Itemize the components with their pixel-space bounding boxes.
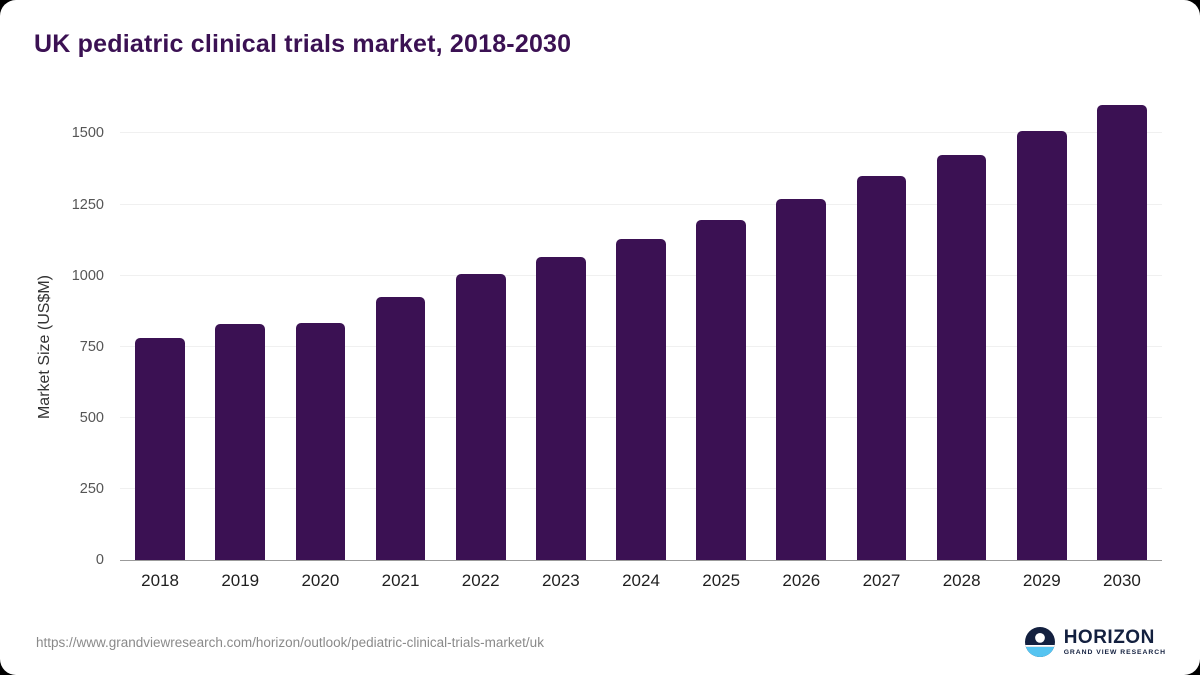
bar-2028: [936, 154, 987, 560]
x-tick-label: 2030: [1103, 571, 1141, 590]
x-tick-label: 2021: [381, 571, 420, 590]
bar-2020: [295, 323, 346, 560]
x-tick-label: 2019: [221, 571, 260, 590]
bar-2019: [215, 323, 266, 560]
gridline: [120, 132, 1162, 134]
y-tick-label: 500: [79, 409, 104, 426]
footer: https://www.grandviewresearch.com/horizo…: [36, 627, 1166, 657]
x-tick-label: 2020: [301, 571, 340, 590]
bar-column-2018: [120, 105, 200, 560]
gridline: [120, 203, 1162, 205]
chart-title: UK pediatric clinical trials market, 201…: [34, 30, 572, 58]
y-tick-label: 0: [95, 552, 104, 568]
bar-2021: [375, 296, 426, 560]
bar-column-2024: [601, 105, 681, 560]
y-tick-label: 1000: [71, 267, 104, 284]
bar-column-2030: [1082, 105, 1162, 560]
bar-column-2019: [200, 105, 280, 560]
x-tick-label: 2027: [862, 571, 901, 590]
bar-2027: [856, 176, 907, 560]
x-tick-label: 2024: [622, 571, 660, 590]
bars-row: [120, 105, 1162, 560]
bar-column-2028: [922, 105, 1002, 560]
x-tick-label: 2022: [461, 571, 500, 590]
bar-column-2021: [360, 105, 440, 560]
bar-column-2029: [1002, 105, 1082, 560]
x-tick-label: 2029: [1022, 571, 1061, 590]
horizon-logo: HORIZON GRAND VIEW RESEARCH: [1024, 626, 1166, 657]
y-tick-label: 1500: [71, 125, 104, 142]
x-axis-labels: 2018 2019 2020 2021 2022 2023 2024 2025 2026 2027…: [120, 571, 1162, 591]
bar-column-2023: [521, 105, 601, 560]
x-tick-label: 2023: [541, 571, 580, 590]
logo-subtitle: GRAND VIEW RESEARCH: [1063, 648, 1166, 656]
x-tick-label: 2028: [942, 571, 981, 590]
y-tick-label: 250: [79, 480, 104, 497]
bar-2022: [455, 274, 506, 560]
bar-2024: [616, 238, 666, 560]
horizon-logo-icon: [1024, 627, 1055, 657]
y-tick-label: 750: [79, 338, 104, 355]
bar-chart: Market Size (US$M) 0 250 500 750 1000 1250 150…: [36, 105, 1162, 591]
y-tick-label: 1250: [71, 196, 104, 213]
x-tick-label: 2018: [141, 571, 179, 590]
x-tick-label: 2026: [782, 571, 821, 590]
bar-2023: [536, 257, 586, 560]
x-tick-label: 2025: [702, 571, 741, 590]
bar-2018: [135, 338, 185, 560]
source-url: https://www.grandviewresearch.com/horizo…: [36, 634, 544, 650]
bar-2026: [776, 198, 827, 560]
bar-column-2027: [841, 105, 921, 560]
plot-area: 0 250 500 750 1000 1250 1500: [72, 105, 1162, 568]
bar-2029: [1016, 130, 1067, 560]
logo-name: HORIZON: [1063, 626, 1155, 648]
bar-column-2026: [761, 105, 841, 560]
bar-2030: [1097, 105, 1147, 560]
bar-2025: [696, 220, 747, 560]
bar-column-2020: [280, 105, 360, 560]
bar-column-2022: [441, 105, 521, 560]
y-axis-label: Market Size (US$M): [36, 274, 53, 420]
bar-column-2025: [681, 105, 761, 560]
